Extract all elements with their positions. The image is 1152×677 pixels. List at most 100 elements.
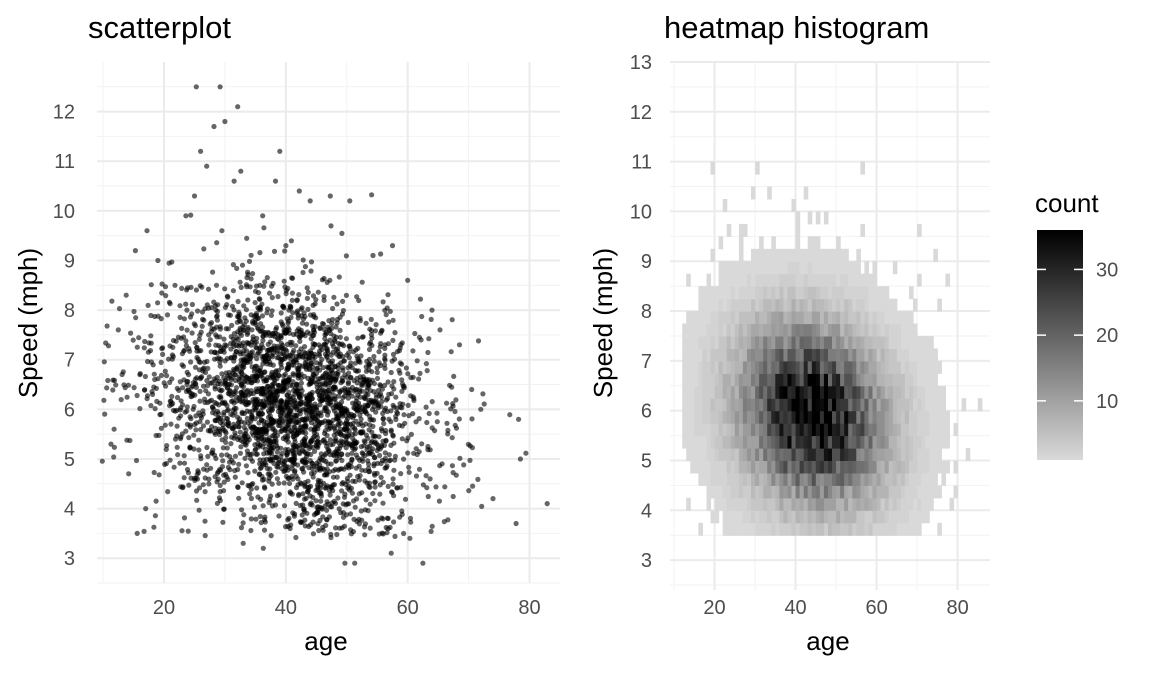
scatter-point — [318, 419, 325, 425]
scatter-point — [142, 387, 148, 393]
scatter-point — [225, 375, 231, 381]
heatmap-tile — [896, 448, 902, 461]
heatmap-tile — [779, 286, 784, 300]
heatmap-tile — [888, 460, 894, 474]
scatter-point — [240, 340, 246, 346]
scatter-point — [266, 385, 272, 392]
heatmap-tile — [937, 360, 942, 374]
heatmap-tile — [702, 472, 707, 486]
scatter-point — [413, 419, 419, 425]
scatter-point — [333, 438, 339, 444]
heatmap-tile — [856, 410, 861, 424]
heatmap-tile — [767, 485, 772, 499]
scatter-point — [158, 411, 164, 417]
scatter-point — [475, 476, 481, 482]
heatmap-tile — [836, 485, 841, 499]
scatter-point — [266, 444, 272, 450]
scatter-point — [202, 359, 208, 365]
heatmap-tile — [811, 435, 817, 449]
heatmap-tile — [937, 448, 942, 461]
scatter-point — [302, 462, 308, 468]
heatmap-tile — [767, 435, 772, 449]
heatmap-tile — [734, 273, 740, 287]
scatter-point — [257, 307, 263, 313]
heatmap-tile — [747, 472, 752, 486]
heatmap-tile — [884, 497, 890, 511]
heatmap-tile — [702, 410, 707, 424]
heatmap-tile — [730, 510, 736, 524]
heatmap-tile — [726, 522, 732, 536]
heatmap-tile — [828, 510, 833, 524]
heatmap-tile — [787, 273, 793, 287]
heatmap-y-tick-label: 3 — [641, 550, 652, 572]
scatter-point — [103, 340, 109, 346]
heatmap-tile — [819, 448, 825, 461]
heatmap-tile — [783, 273, 788, 287]
scatter-point — [293, 412, 299, 418]
scatter-point — [370, 452, 376, 458]
scatter-x-tick-label: 80 — [518, 597, 540, 619]
heatmap-tile — [803, 410, 809, 424]
heatmap-tile — [702, 336, 707, 349]
scatter-point — [220, 519, 226, 525]
scatter-point — [432, 428, 438, 434]
scatter-point — [327, 452, 333, 458]
heatmap-tile — [783, 336, 788, 349]
heatmap-tile — [929, 373, 934, 387]
heatmap-tile — [868, 373, 874, 387]
scatter-point — [205, 399, 211, 406]
heatmap-tile — [823, 497, 829, 511]
heatmap-tile — [852, 522, 857, 536]
heatmap-tile — [791, 323, 797, 337]
heatmap-tile — [880, 398, 886, 412]
scatter-point — [224, 293, 230, 299]
scatter-point — [382, 342, 388, 348]
scatter-point — [293, 534, 299, 541]
heatmap-tile — [929, 485, 934, 499]
scatter-point — [247, 409, 253, 415]
heatmap-tile — [823, 336, 829, 349]
scatter-point — [255, 326, 261, 332]
heatmap-tile — [913, 298, 918, 312]
scatter-point — [124, 394, 130, 400]
scatter-y-tick-label: 3 — [64, 548, 75, 570]
scatter-point — [308, 439, 314, 445]
heatmap-tile — [872, 286, 878, 300]
scatter-point — [416, 376, 422, 382]
scatter-point — [219, 228, 225, 234]
scatter-point — [269, 451, 275, 457]
heatmap-tile — [848, 423, 853, 437]
scatter-point — [214, 470, 220, 476]
scatter-title: scatterplot — [88, 10, 231, 45]
scatter-point — [189, 393, 195, 399]
scatter-point — [324, 432, 330, 439]
scatter-point — [291, 443, 298, 449]
heatmap-tile — [686, 311, 691, 325]
scatter-point — [444, 400, 450, 406]
heatmap-tile — [921, 398, 926, 412]
scatter-point — [289, 417, 295, 423]
scatter-point — [309, 413, 315, 419]
scatter-point — [377, 482, 383, 488]
scatter-point — [275, 293, 281, 300]
heatmap-tile — [840, 261, 845, 275]
scatter-point — [300, 443, 307, 449]
scatter-point — [303, 454, 310, 460]
scatter-point — [282, 416, 288, 422]
scatter-point — [479, 503, 485, 509]
heatmap-y-tick-label: 4 — [641, 500, 652, 522]
scatter-point — [248, 456, 254, 462]
heatmap-tile — [718, 236, 724, 250]
heatmap-tile — [718, 261, 724, 275]
scatter-point — [157, 400, 163, 406]
scatter-point — [339, 525, 345, 531]
heatmap-tile — [702, 373, 707, 387]
heatmap-tile — [734, 360, 740, 374]
heatmap-tile — [718, 311, 724, 325]
scatter-point — [413, 473, 420, 479]
heatmap-tile — [856, 398, 861, 412]
heatmap-tile — [690, 336, 695, 349]
scatter-point — [352, 427, 358, 433]
